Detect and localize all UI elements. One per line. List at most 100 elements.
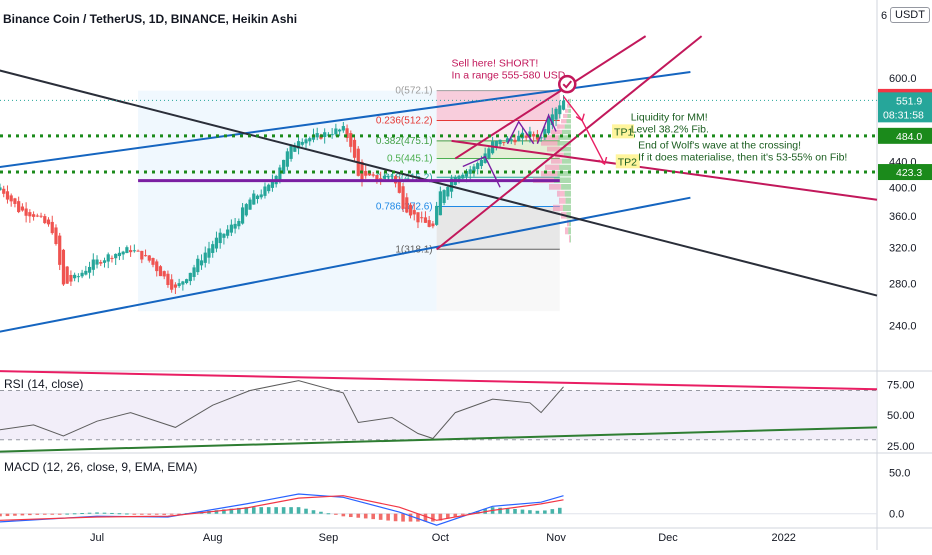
volume-profile-bar [561, 183, 571, 190]
forecast-arrow [581, 120, 606, 165]
candle-body [282, 159, 286, 174]
macd-histogram-bar [453, 513, 458, 517]
volume-profile-bar [557, 170, 571, 177]
macd-histogram-bar [475, 511, 480, 514]
macd-tick-label: 50.0 [889, 468, 910, 480]
rsi-tick-label: 75.00 [887, 379, 915, 391]
candle-body [39, 215, 43, 217]
macd-histogram-bar [13, 513, 17, 516]
candle-body [539, 137, 543, 139]
candle-body [76, 276, 80, 278]
candle-body [341, 126, 345, 131]
candle-body [20, 206, 24, 211]
signal-line [0, 495, 564, 521]
candle-body [334, 128, 338, 135]
candle-body [255, 195, 260, 200]
candle-body [35, 215, 39, 217]
level-price-tag-label: 423.3 [896, 167, 922, 179]
candle-body [147, 255, 151, 261]
candle-body [84, 270, 88, 275]
macd-histogram-bar [460, 513, 465, 515]
volume-profile-bar [540, 170, 558, 177]
forecast-arrowhead [575, 113, 585, 122]
volume-profile-bar [568, 108, 571, 113]
volume-profile-bar [570, 235, 571, 243]
candle-body [487, 148, 491, 159]
macd-histogram-bar [102, 512, 107, 514]
lower-channel-line [0, 196, 691, 333]
candle-body [498, 139, 502, 145]
candle-body [9, 195, 13, 202]
fib-level-label: 0.5(445.1) [387, 153, 433, 164]
candle-body [412, 210, 416, 215]
candle-body [136, 250, 140, 252]
macd-histogram-bar [296, 507, 301, 514]
volume-profile-bar [568, 227, 571, 235]
macd-histogram-bar [363, 513, 368, 519]
short-note-line1: Sell here! SHORT! [452, 58, 539, 70]
candle-body [338, 129, 342, 132]
currency-button[interactable]: USDT [890, 7, 930, 23]
candle-body [323, 132, 327, 137]
macd-histogram-bar [326, 513, 331, 515]
macd-histogram-bar [386, 513, 390, 521]
macd-histogram-bar [520, 509, 525, 514]
volume-profile-bar [550, 158, 562, 164]
candle-body [259, 194, 263, 198]
candle-body [479, 159, 484, 167]
volume-profile-bar [552, 204, 563, 212]
symbol-title[interactable]: Binance Coin / TetherUS, 1D, BINANCE, He… [3, 12, 298, 26]
macd-histogram-bar [87, 512, 92, 514]
candle-body [285, 151, 289, 167]
volume-profile-bar [566, 212, 571, 219]
macd-histogram-bar [423, 513, 428, 522]
tp2-note-line1: End of Wolf's wave at the crossing! [638, 139, 801, 151]
macd-histogram-bar [408, 513, 413, 522]
volume-profile-bar [558, 197, 566, 204]
candle-body [181, 281, 185, 285]
time-tick-label: Nov [546, 532, 566, 544]
candle-body [524, 135, 528, 138]
candle-body [263, 186, 267, 196]
volume-profile-bar [556, 124, 565, 129]
candle-body [386, 175, 390, 178]
volume-profile-bar [566, 219, 570, 227]
candle-body [87, 266, 92, 273]
macd-histogram-bar [431, 513, 435, 522]
candle-body [17, 201, 21, 213]
macd-histogram-bar [393, 513, 398, 522]
rsi-tick-label: 50.00 [887, 410, 915, 422]
fib-zone [436, 90, 560, 121]
candle-body [184, 279, 189, 284]
level-price-tag-label: 484.0 [896, 131, 922, 143]
candle-body [24, 208, 28, 216]
forecast-arrowhead [598, 156, 608, 166]
macd-histogram-bar [154, 513, 159, 515]
macd-histogram-bar [543, 510, 547, 514]
candle-body [517, 135, 521, 142]
candle-body [5, 191, 10, 200]
macd-tick-label: 0.0 [889, 509, 904, 521]
macd-histogram-bar [281, 507, 286, 514]
candle-body [203, 252, 207, 263]
tp1-note-line1: Liquidity for MM! [631, 112, 708, 124]
volume-profile-bar [566, 103, 570, 108]
candle-body [296, 141, 301, 149]
macd-histogram-bar [244, 507, 249, 514]
candle-body [442, 190, 446, 204]
price-tick-label: 320.0 [889, 243, 917, 255]
macd-histogram-bar [169, 513, 174, 515]
rsi-trendline [0, 370, 878, 391]
fib-level-label: 1(318.1) [395, 244, 432, 255]
tp2-tag: TP2 [618, 156, 637, 168]
price-tick-label: 400.0 [889, 182, 917, 194]
macd-title: MACD (12, 26, close, 9, EMA, EMA) [4, 460, 197, 474]
candle-body [13, 198, 17, 204]
candle-body [162, 271, 166, 277]
macd-histogram-bar [5, 513, 10, 517]
volume-profile-bar [559, 164, 571, 170]
macd-histogram-bar [147, 513, 152, 515]
candle-body [300, 141, 304, 145]
candle-body [2, 188, 6, 194]
